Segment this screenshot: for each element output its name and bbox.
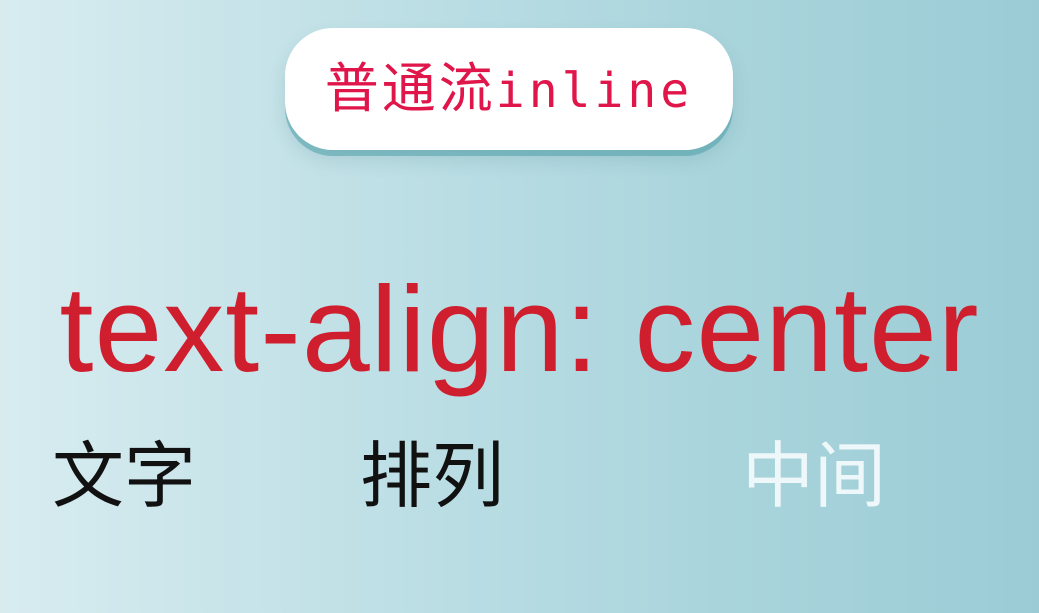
word-arrange: 排列 — [360, 434, 505, 518]
word-text: 文字 — [52, 434, 197, 518]
word-middle: 中间 — [742, 434, 887, 518]
headline-css-rule: text-align: center — [59, 261, 980, 397]
title-cjk: 普通流 — [324, 57, 496, 120]
title-text: 普通流inline — [325, 62, 693, 116]
title-pill: 普通流inline — [285, 28, 733, 150]
title-latin: inline — [495, 63, 694, 119]
